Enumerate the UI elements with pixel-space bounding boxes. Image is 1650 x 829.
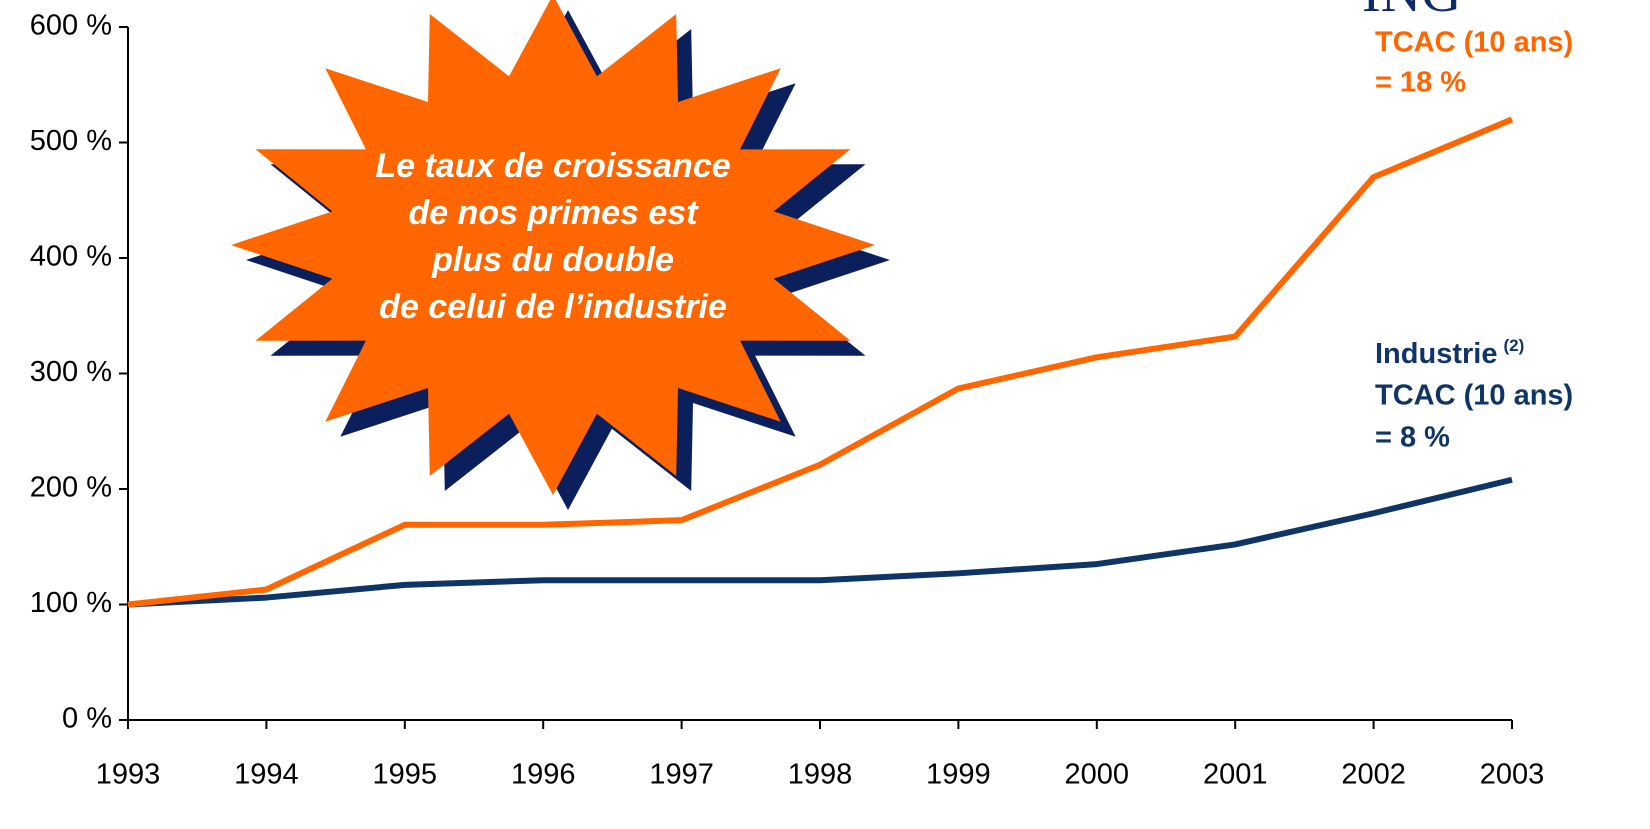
x-tick-label: 2000 <box>1065 759 1130 791</box>
ing-rate: TCAC (10 ans) <box>1375 27 1573 59</box>
y-tick-label: 0 % <box>62 703 112 735</box>
x-tick-label: 2001 <box>1203 759 1268 791</box>
y-tick-label: 100 % <box>30 587 112 619</box>
industry-rate: TCAC (10 ans) <box>1375 380 1573 412</box>
y-tick-label: 400 % <box>30 241 112 273</box>
industry-note: (2) <box>1503 336 1524 355</box>
callout-text: de celui de l’industrie <box>379 288 727 326</box>
starburst <box>231 0 875 495</box>
x-tick-label: 1998 <box>788 759 853 791</box>
legend-industrie: Industrie (2) <box>1375 336 1524 369</box>
x-tick-label: 1996 <box>511 759 576 791</box>
industry-rate: = 8 % <box>1375 422 1450 454</box>
line-series <box>127 116 1514 608</box>
x-tick-label: 2002 <box>1341 759 1406 791</box>
y-tick-label: 200 % <box>30 472 112 504</box>
callout-text: plus du double <box>431 241 674 279</box>
y-tick-label: 600 % <box>30 10 112 42</box>
y-tick-label: 300 % <box>30 356 112 388</box>
legend-ing: ING <box>1362 0 1462 24</box>
callout-text: Le taux de croissance <box>375 147 730 185</box>
x-tick-label: 1993 <box>96 759 161 791</box>
x-tick-label: 1994 <box>234 759 299 791</box>
callout-text: de nos primes est <box>408 194 699 232</box>
x-tick-label: 1997 <box>649 759 714 791</box>
x-tick-label: 1995 <box>373 759 438 791</box>
x-tick-label: 2003 <box>1480 759 1545 791</box>
x-tick-label: 1999 <box>926 759 991 791</box>
ing-rate: = 18 % <box>1375 67 1466 99</box>
y-tick-label: 500 % <box>30 125 112 157</box>
legend-name: Industrie <box>1375 338 1497 370</box>
line-series <box>127 476 1513 608</box>
